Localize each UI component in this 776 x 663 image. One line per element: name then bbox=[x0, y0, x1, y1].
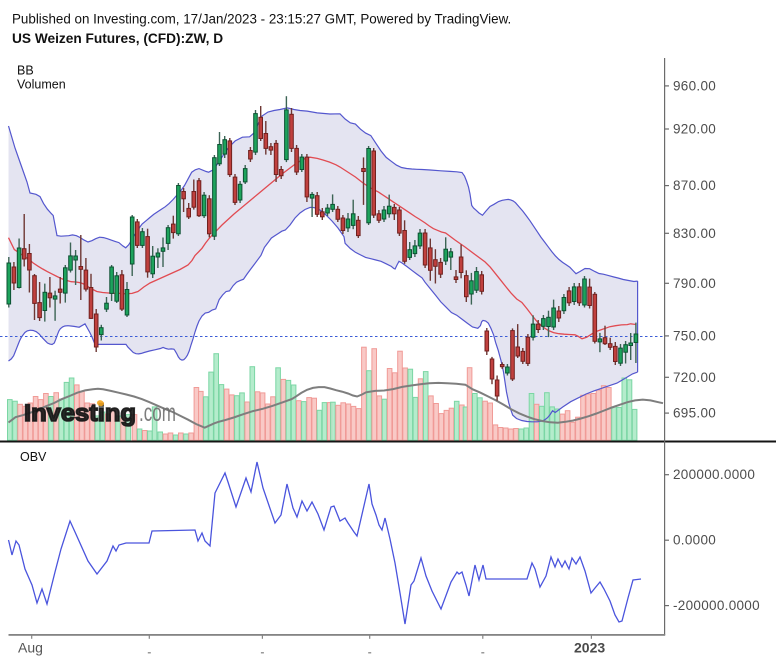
svg-text:695.00: 695.00 bbox=[673, 406, 716, 421]
svg-text:Volumen: Volumen bbox=[17, 78, 66, 92]
svg-text:790.00: 790.00 bbox=[673, 276, 716, 291]
svg-text:-200000.0000: -200000.0000 bbox=[673, 598, 760, 613]
svg-text:Investing: Investing bbox=[24, 400, 136, 427]
svg-text:720.00: 720.00 bbox=[673, 370, 716, 385]
svg-text:830.00: 830.00 bbox=[673, 226, 716, 241]
svg-text:750.00: 750.00 bbox=[673, 328, 716, 343]
svg-text:870.00: 870.00 bbox=[673, 178, 716, 193]
svg-text:960.00: 960.00 bbox=[673, 78, 716, 93]
svg-text:US Weizen Futures, (CFD):ZW, D: US Weizen Futures, (CFD):ZW, D bbox=[12, 31, 223, 46]
svg-text:OBV: OBV bbox=[20, 450, 47, 464]
svg-text:Aug: Aug bbox=[18, 640, 43, 656]
svg-text:Published on Investing.com, 17: Published on Investing.com, 17/Jan/2023 … bbox=[12, 12, 511, 27]
svg-text:BB: BB bbox=[17, 64, 34, 78]
svg-text:.com: .com bbox=[139, 399, 176, 427]
svg-text:2023: 2023 bbox=[574, 640, 605, 656]
svg-text:200000.0000: 200000.0000 bbox=[673, 467, 755, 482]
svg-text:920.00: 920.00 bbox=[673, 122, 716, 137]
svg-text:0.0000: 0.0000 bbox=[673, 533, 716, 548]
